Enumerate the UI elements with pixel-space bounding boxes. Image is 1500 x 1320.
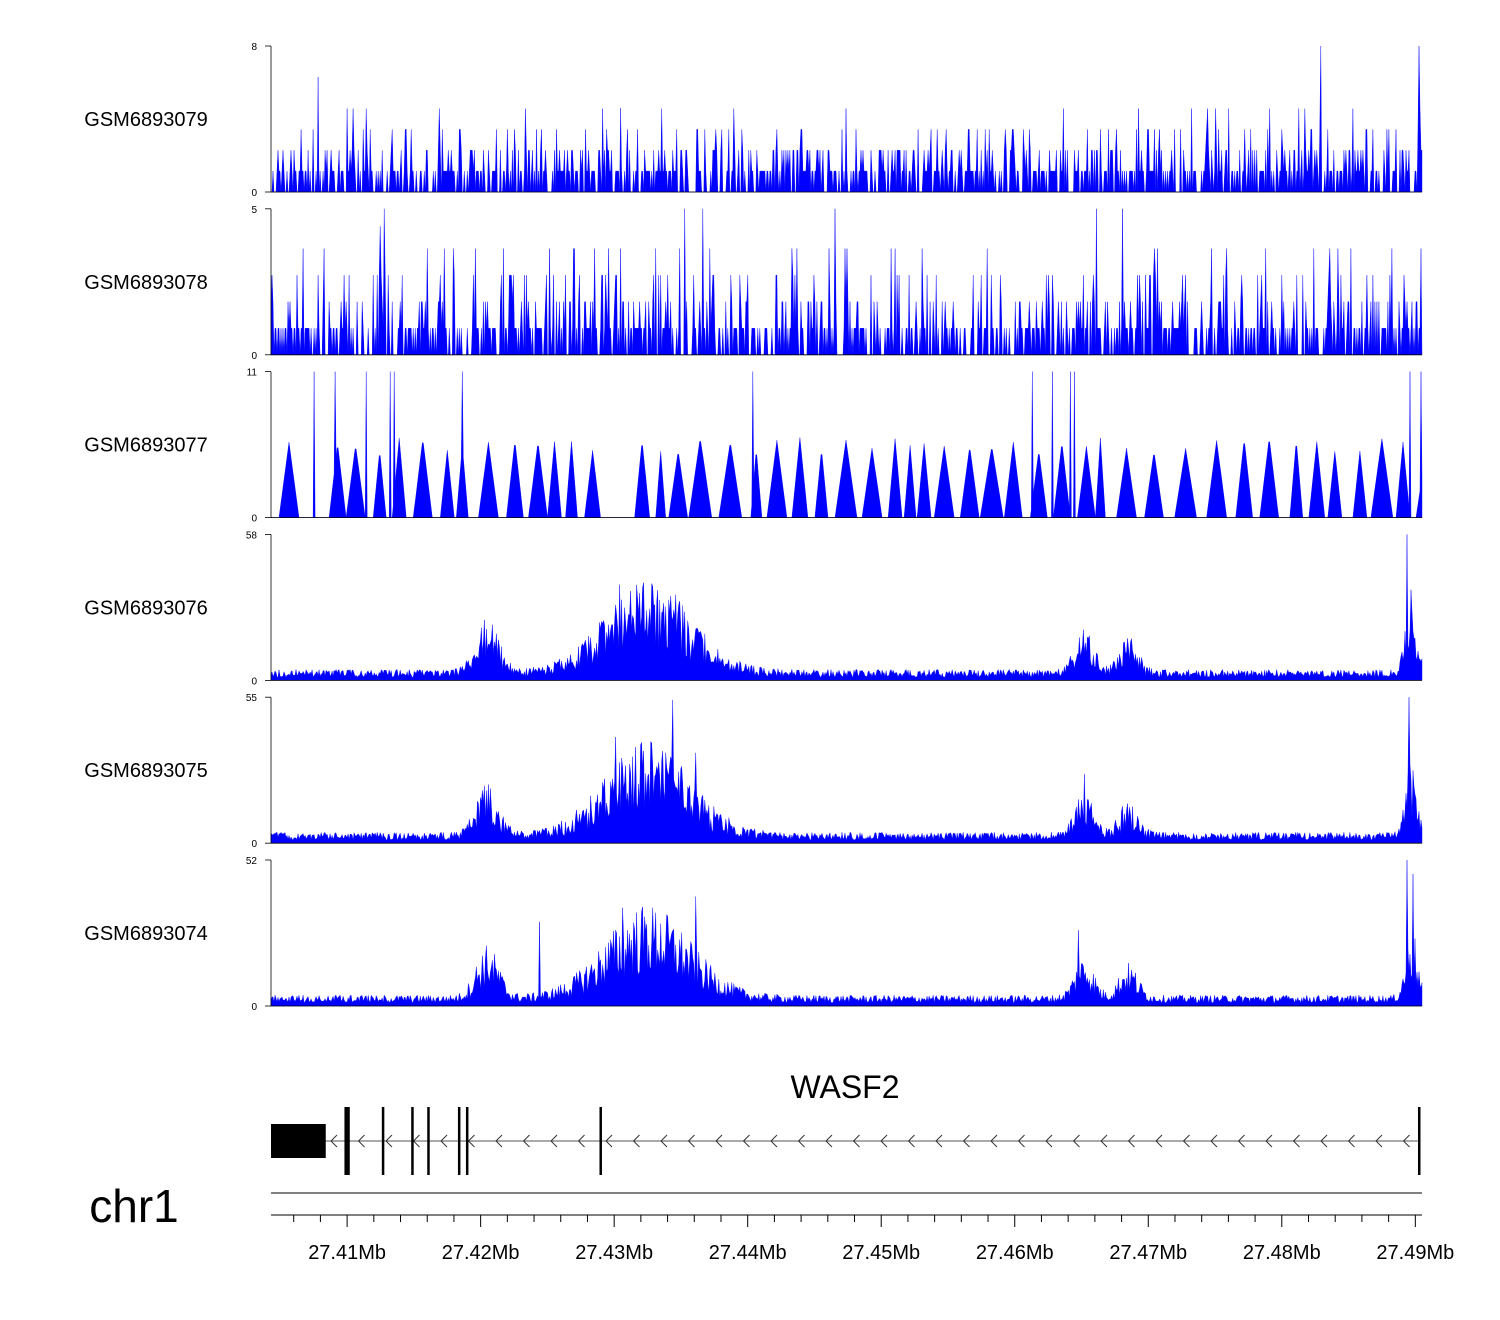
ymin-label: 0 bbox=[251, 676, 257, 687]
strand-arrow bbox=[1237, 1134, 1245, 1148]
strand-arrow bbox=[715, 1134, 723, 1148]
exon bbox=[381, 1107, 385, 1175]
ymax-label: 58 bbox=[246, 530, 258, 541]
exon bbox=[465, 1107, 469, 1175]
x-tick-label: 27.42Mb bbox=[442, 1242, 520, 1264]
track-GSM6893078: GSM6893078 5 0 bbox=[84, 205, 1423, 362]
strand-arrow bbox=[1100, 1134, 1108, 1148]
strand-arrow bbox=[935, 1134, 943, 1148]
strand-arrow bbox=[1127, 1134, 1135, 1148]
x-tick-label: 27.45Mb bbox=[842, 1242, 920, 1264]
strand-arrow bbox=[632, 1134, 640, 1148]
strand-arrow bbox=[797, 1134, 805, 1148]
strand-arrow bbox=[522, 1134, 530, 1148]
strand-arrow bbox=[577, 1134, 585, 1148]
strand-arrow bbox=[1045, 1134, 1053, 1148]
x-tick-label: 27.47Mb bbox=[1109, 1242, 1187, 1264]
coverage-tracks: GSM689307980GSM689307850GSM6893077110GSM… bbox=[84, 42, 1423, 1013]
ymin-label: 0 bbox=[251, 188, 257, 199]
exon bbox=[1417, 1107, 1421, 1175]
ymin-label: 0 bbox=[251, 514, 257, 525]
strand-arrow bbox=[907, 1134, 915, 1148]
track-GSM6893077: GSM6893077 11 0 bbox=[84, 368, 1423, 525]
track-GSM6893076: GSM6893076 58 0 bbox=[84, 530, 1423, 687]
strand-arrow bbox=[1072, 1134, 1080, 1148]
strand-arrow bbox=[990, 1134, 998, 1148]
x-tick-label: 27.46Mb bbox=[976, 1242, 1054, 1264]
strand-arrow bbox=[1182, 1134, 1190, 1148]
ymax-label: 8 bbox=[251, 42, 257, 53]
ymax-label: 5 bbox=[251, 205, 257, 216]
ymin-label: 0 bbox=[251, 1002, 257, 1013]
strand-arrow bbox=[742, 1134, 750, 1148]
strand-arrow bbox=[1017, 1134, 1025, 1148]
coverage-area bbox=[270, 208, 1423, 355]
ymax-label: 52 bbox=[246, 856, 258, 867]
strand-arrow bbox=[852, 1134, 860, 1148]
strand-arrow bbox=[495, 1134, 503, 1148]
strand-arrow bbox=[1347, 1134, 1355, 1148]
gene-name-label: WASF2 bbox=[790, 1069, 899, 1105]
x-tick-label: 27.43Mb bbox=[575, 1242, 653, 1264]
ymin-label: 0 bbox=[251, 351, 257, 362]
track-GSM6893075: GSM6893075 55 0 bbox=[84, 693, 1423, 850]
track-label: GSM6893077 bbox=[84, 435, 207, 457]
chromosome-label: chr1 bbox=[89, 1180, 178, 1232]
coverage-area bbox=[270, 859, 1423, 1007]
coverage-area bbox=[270, 534, 1423, 681]
exon bbox=[427, 1107, 430, 1175]
genomic-axis: chr1 27.41Mb 27.42Mb 27.43Mb 27.44Mb 27.45Mb… bbox=[89, 1180, 1454, 1264]
strand-arrow bbox=[550, 1134, 558, 1148]
gene-annotation-track: WASF2 bbox=[271, 1069, 1421, 1175]
x-tick-label: 27.41Mb bbox=[308, 1242, 386, 1264]
strand-arrow bbox=[330, 1134, 338, 1148]
exon bbox=[271, 1124, 326, 1158]
strand-arrow bbox=[825, 1134, 833, 1148]
strand-arrow bbox=[1375, 1134, 1383, 1148]
strand-arrow bbox=[385, 1134, 393, 1148]
strand-arrow bbox=[880, 1134, 888, 1148]
strand-arrow bbox=[1402, 1134, 1410, 1148]
strand-arrow bbox=[605, 1134, 613, 1148]
strand-arrow bbox=[440, 1134, 448, 1148]
strand-arrow bbox=[770, 1134, 778, 1148]
x-tick-label: 27.48Mb bbox=[1243, 1242, 1321, 1264]
strand-arrow bbox=[1210, 1134, 1218, 1148]
strand-arrow bbox=[357, 1134, 365, 1148]
track-label: GSM6893078 bbox=[84, 272, 207, 294]
track-label: GSM6893076 bbox=[84, 597, 207, 619]
track-label: GSM6893079 bbox=[84, 109, 207, 131]
track-GSM6893074: GSM6893074 52 0 bbox=[84, 856, 1423, 1013]
track-label: GSM6893075 bbox=[84, 760, 207, 782]
strand-arrow bbox=[962, 1134, 970, 1148]
track-GSM6893079: GSM6893079 8 0 bbox=[84, 42, 1423, 199]
strand-arrow bbox=[1292, 1134, 1300, 1148]
track-label: GSM6893074 bbox=[84, 923, 207, 945]
coverage-area bbox=[271, 45, 1423, 193]
x-tick-label: 27.44Mb bbox=[709, 1242, 787, 1264]
strand-arrow bbox=[687, 1134, 695, 1148]
exon bbox=[344, 1107, 350, 1175]
x-tick-label: 27.49Mb bbox=[1376, 1242, 1454, 1264]
strand-arrow bbox=[1320, 1134, 1328, 1148]
strand-arrow bbox=[467, 1134, 475, 1148]
exon bbox=[457, 1107, 461, 1175]
strand-arrow bbox=[1155, 1134, 1163, 1148]
exon bbox=[599, 1107, 602, 1175]
ymax-label: 55 bbox=[246, 693, 258, 704]
coverage-area bbox=[270, 697, 1423, 844]
exon bbox=[411, 1107, 414, 1175]
strand-arrow bbox=[660, 1134, 668, 1148]
ymax-label: 11 bbox=[247, 368, 258, 379]
strand-arrow bbox=[1265, 1134, 1273, 1148]
coverage-area bbox=[271, 371, 1423, 518]
ymin-label: 0 bbox=[251, 839, 257, 850]
